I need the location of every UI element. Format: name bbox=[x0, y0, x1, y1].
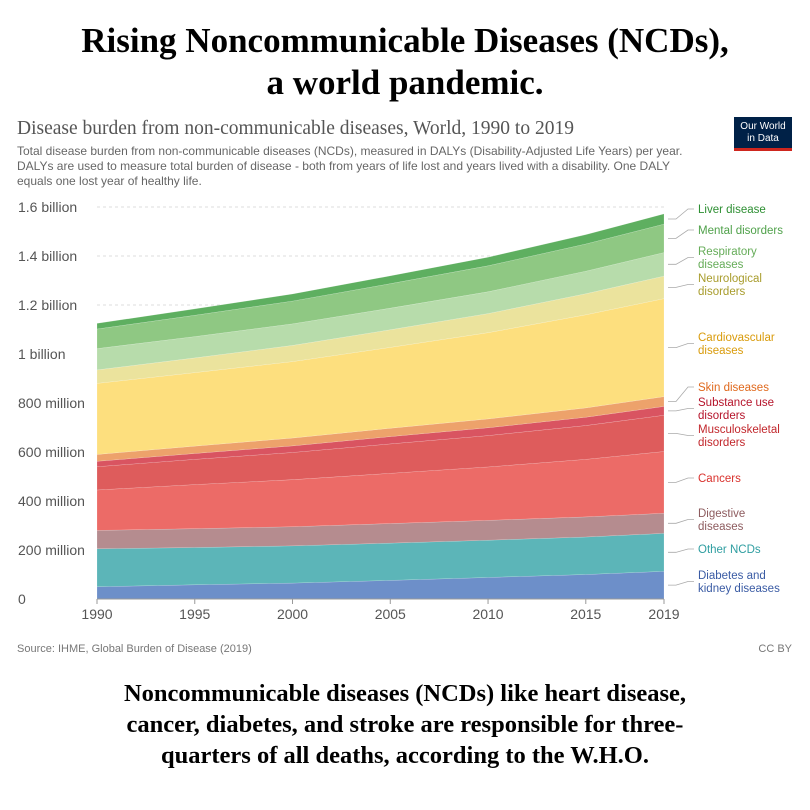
legend-label-digestive-diseases[interactable]: Digestive diseases bbox=[698, 508, 745, 533]
caption-line-3: quarters of all deaths, according to the… bbox=[161, 742, 649, 769]
legend-leader-line bbox=[668, 208, 694, 220]
x-tick-label: 1990 bbox=[81, 606, 112, 622]
x-tick-label: 1995 bbox=[179, 606, 210, 622]
logo-line-1: Our World bbox=[740, 121, 786, 132]
y-tick-label: 400 million bbox=[18, 493, 85, 509]
our-world-in-data-logo[interactable]: Our World in Data bbox=[734, 117, 792, 151]
legend-leader-line bbox=[668, 229, 694, 239]
legend-leader-line bbox=[668, 343, 694, 349]
x-tick-label: 2015 bbox=[570, 606, 601, 622]
chart-title: Disease burden from non-communicable dis… bbox=[17, 118, 574, 139]
license-link[interactable]: CC BY bbox=[758, 643, 792, 655]
area-liver-disease[interactable] bbox=[96, 213, 665, 330]
infographic-headline: Rising Noncommunicable Diseases (NCDs), … bbox=[0, 20, 810, 104]
legend-leader-line bbox=[668, 477, 694, 483]
legend-leader-line bbox=[668, 284, 694, 288]
legend-label-substance-use-disorders[interactable]: Substance use disorders bbox=[698, 397, 774, 422]
area-layer bbox=[96, 213, 665, 600]
x-tick-label: 2005 bbox=[375, 606, 406, 622]
y-tick-label: 0 bbox=[18, 591, 26, 607]
infographic-caption: Noncommunicable diseases (NCDs) like hea… bbox=[0, 678, 810, 771]
legend-label-mental-disorders[interactable]: Mental disorders bbox=[698, 225, 783, 237]
legend-label-diabetes-and-kidney-diseases[interactable]: Diabetes and kidney diseases bbox=[698, 570, 780, 595]
x-tick-label: 2019 bbox=[648, 606, 679, 622]
legend-label-cancers[interactable]: Cancers bbox=[698, 473, 741, 485]
legend-leader-line bbox=[668, 386, 694, 402]
legend-label-liver-disease[interactable]: Liver disease bbox=[698, 204, 766, 216]
headline-line-1: Rising Noncommunicable Diseases (NCDs), bbox=[81, 21, 729, 60]
stacked-area-chart: 0 200 million 400 million 600 million 800 mi… bbox=[18, 199, 783, 622]
y-tick-label: 800 million bbox=[18, 395, 85, 411]
axis-layer: 0 200 million 400 million 600 million 800 mi… bbox=[18, 199, 680, 622]
logo-line-2: in Data bbox=[747, 133, 779, 144]
legend-label-cardiovascular-diseases[interactable]: Cardiovascular diseases bbox=[698, 332, 775, 357]
caption-line-1: Noncommunicable diseases (NCDs) like hea… bbox=[123, 680, 687, 707]
legend-label-musculoskeletal-disorders[interactable]: Musculoskeletal disorders bbox=[698, 424, 780, 449]
y-tick-label: 200 million bbox=[18, 542, 85, 558]
legend-label-respiratory-diseases[interactable]: Respiratory diseases bbox=[698, 246, 757, 271]
source-note: Source: IHME, Global Burden of Disease (… bbox=[17, 643, 252, 655]
legend-leader-line bbox=[668, 408, 694, 412]
legend-leader-line bbox=[668, 257, 694, 265]
headline-line-2: a world pandemic. bbox=[266, 63, 544, 102]
x-tick-label: 2010 bbox=[472, 606, 503, 622]
chart-subtitle: Total disease burden from non-communicab… bbox=[17, 144, 683, 188]
y-tick-label: 1.4 billion bbox=[18, 248, 77, 264]
caption-line-2: cancer, diabetes, and stroke are respons… bbox=[126, 711, 684, 738]
legend-leader-line bbox=[668, 519, 694, 524]
legend-layer: Diabetes and kidney diseases Other NCDs Dig… bbox=[668, 204, 783, 595]
x-tick-label: 2000 bbox=[277, 606, 308, 622]
legend-leader-line bbox=[668, 432, 694, 436]
y-tick-label: 1.2 billion bbox=[18, 297, 77, 313]
legend-label-skin-diseases[interactable]: Skin diseases bbox=[698, 382, 769, 394]
legend-label-neurological-disorders[interactable]: Neurological disorders bbox=[698, 273, 762, 298]
legend-leader-line bbox=[668, 581, 694, 586]
y-tick-label: 600 million bbox=[18, 444, 85, 460]
legend-leader-line bbox=[668, 548, 694, 553]
y-tick-label: 1 billion bbox=[18, 346, 65, 362]
legend-label-other-ncds[interactable]: Other NCDs bbox=[698, 544, 761, 556]
y-tick-label: 1.6 billion bbox=[18, 199, 77, 215]
